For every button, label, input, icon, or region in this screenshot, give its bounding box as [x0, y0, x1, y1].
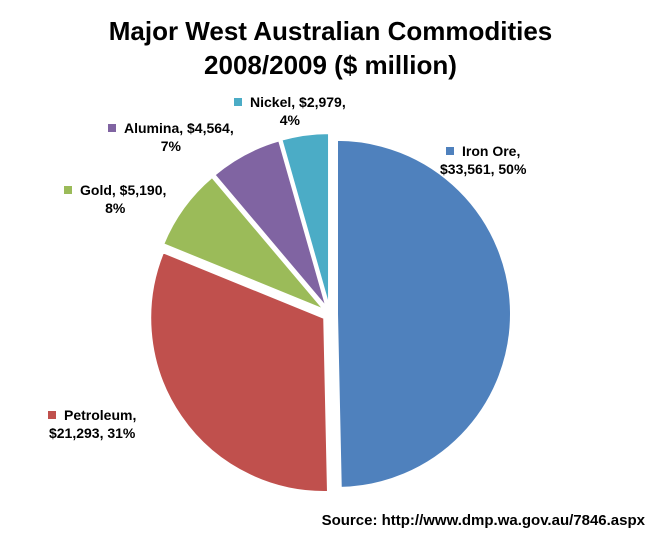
label-nickel-detail: 4%	[279, 112, 300, 128]
source-note: Source: http://www.dmp.wa.gov.au/7846.as…	[321, 512, 645, 529]
label-iron-ore: Iron Ore, $33,561, 50%	[440, 142, 526, 178]
legend-key-nickel	[234, 98, 242, 106]
label-iron-ore-name: Iron Ore,	[462, 143, 521, 159]
pie-slice-alumina	[213, 139, 328, 309]
label-petroleum-name: Petroleum,	[64, 407, 137, 423]
label-gold: Gold, $5,190, 8%	[64, 181, 166, 217]
legend-key-iron-ore	[446, 147, 455, 155]
label-petroleum-detail: $21,293, 31%	[48, 425, 136, 441]
pie-slice-nickel	[280, 132, 331, 308]
label-alumina-detail: 7%	[160, 138, 181, 154]
legend-key-gold	[64, 186, 72, 194]
pie-slices	[149, 132, 513, 493]
label-alumina-name: Alumina, $4,564,	[124, 120, 234, 136]
label-nickel: Nickel, $2,979, 4%	[234, 93, 346, 129]
label-nickel-name: Nickel, $2,979,	[250, 94, 346, 110]
chart-title-line2: 2008/2009 ($ million)	[204, 50, 457, 80]
chart-title: Major West Australian Commodities 2008/2…	[0, 14, 661, 82]
label-iron-ore-detail: $33,561, 50%	[440, 161, 527, 177]
label-petroleum: Petroleum, $21,293, 31%	[48, 406, 136, 442]
pie-slice-petroleum	[149, 250, 330, 493]
legend-key-alumina	[108, 124, 116, 132]
chart-title-line1: Major West Australian Commodities	[108, 16, 553, 46]
legend-key-petroleum	[48, 411, 56, 419]
pie-slice-gold	[161, 175, 326, 311]
label-alumina: Alumina, $4,564, 7%	[108, 119, 234, 155]
pie-slice-iron-ore	[336, 138, 513, 489]
label-gold-detail: 8%	[105, 200, 126, 216]
label-gold-name: Gold, $5,190,	[80, 182, 167, 198]
